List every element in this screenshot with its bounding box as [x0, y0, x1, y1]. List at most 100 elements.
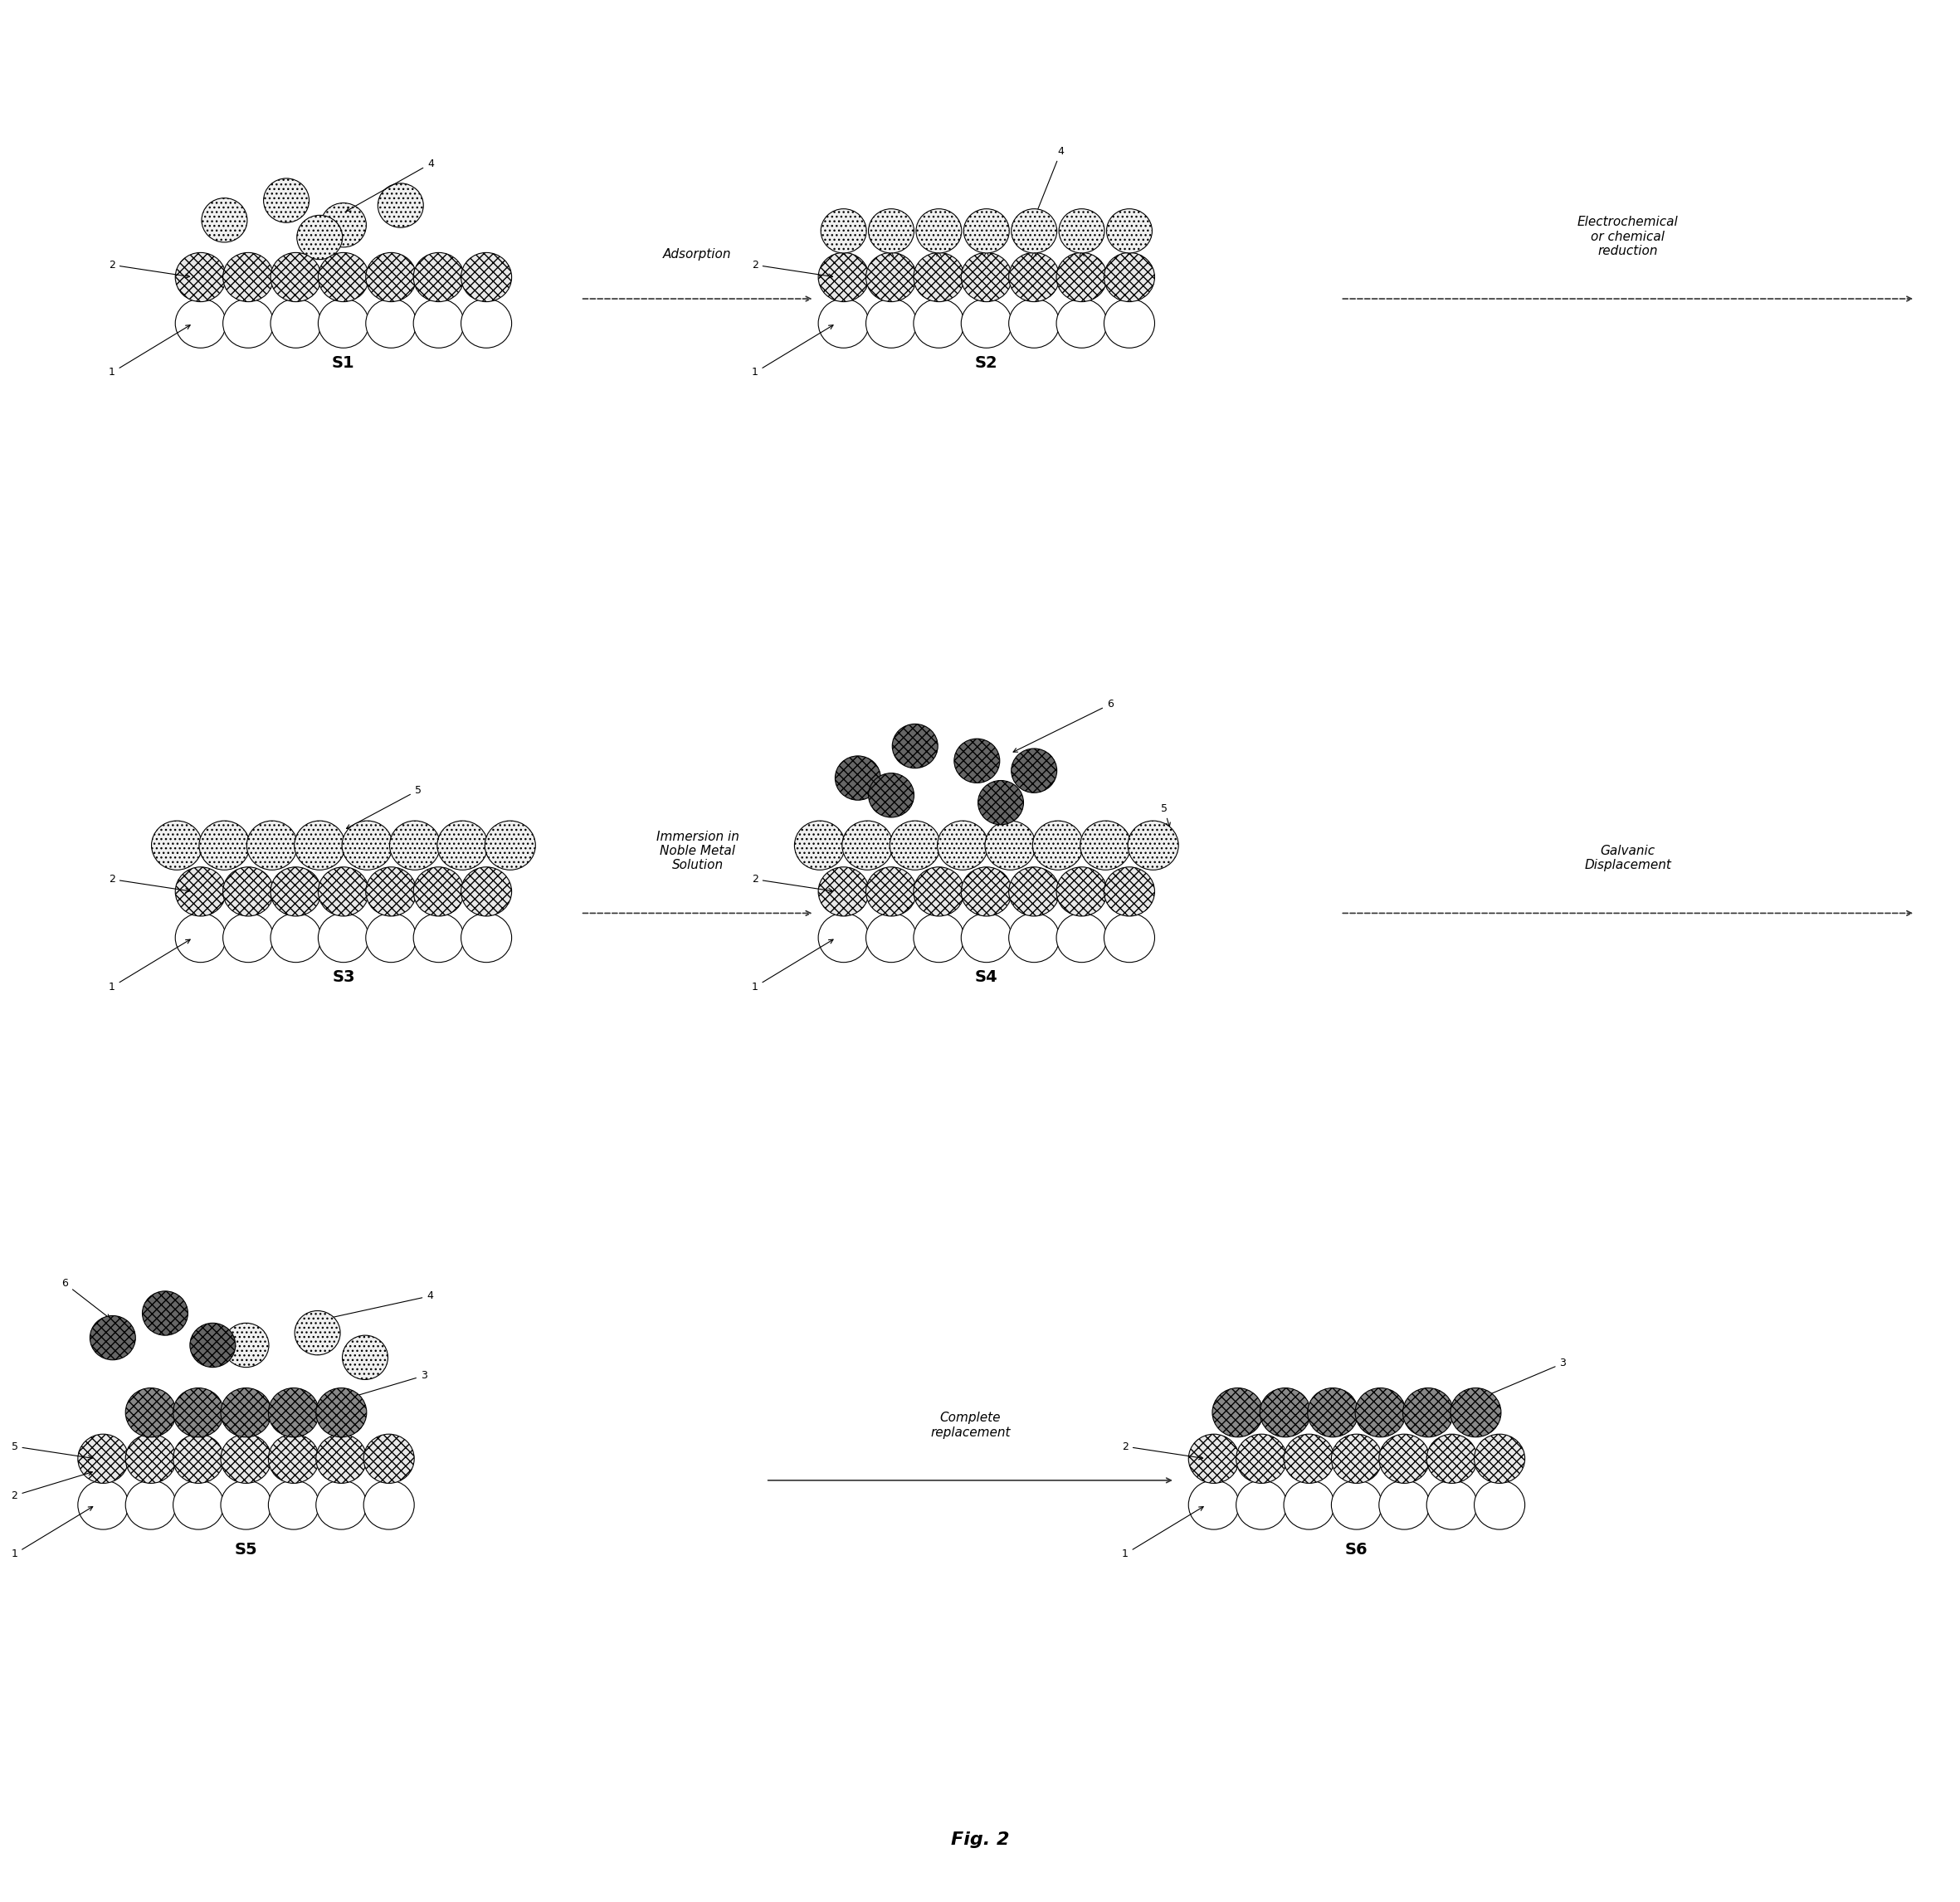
- Circle shape: [1403, 1388, 1454, 1438]
- Circle shape: [143, 1291, 188, 1335]
- Circle shape: [172, 1388, 223, 1438]
- Circle shape: [90, 1316, 135, 1360]
- Circle shape: [1033, 822, 1084, 869]
- Circle shape: [270, 867, 321, 917]
- Text: S4: S4: [974, 970, 998, 985]
- Circle shape: [1237, 1434, 1288, 1484]
- Circle shape: [955, 738, 1000, 784]
- Circle shape: [866, 913, 917, 962]
- Circle shape: [1188, 1434, 1239, 1484]
- Text: Galvanic
Displacement: Galvanic Displacement: [1584, 844, 1672, 871]
- Circle shape: [843, 822, 892, 869]
- Circle shape: [1056, 253, 1107, 302]
- Circle shape: [296, 215, 343, 259]
- Text: 2: 2: [753, 259, 833, 278]
- Circle shape: [378, 183, 423, 228]
- Circle shape: [223, 867, 274, 917]
- Circle shape: [978, 780, 1023, 825]
- Text: 4: 4: [1035, 146, 1064, 215]
- Circle shape: [1058, 209, 1105, 253]
- Circle shape: [202, 198, 247, 242]
- Circle shape: [414, 867, 465, 917]
- Circle shape: [414, 913, 465, 962]
- Text: Complete
replacement: Complete replacement: [931, 1411, 1009, 1438]
- Circle shape: [1354, 1388, 1405, 1438]
- Text: 1: 1: [108, 940, 190, 993]
- Circle shape: [269, 1388, 319, 1438]
- Circle shape: [461, 867, 512, 917]
- Text: S2: S2: [974, 356, 998, 371]
- Circle shape: [817, 253, 868, 302]
- Circle shape: [461, 299, 512, 348]
- Circle shape: [1011, 209, 1056, 253]
- Circle shape: [1331, 1480, 1382, 1529]
- Circle shape: [221, 1388, 270, 1438]
- Circle shape: [1056, 913, 1107, 962]
- Circle shape: [960, 253, 1011, 302]
- Circle shape: [316, 1388, 367, 1438]
- Circle shape: [365, 1480, 414, 1529]
- Text: S5: S5: [235, 1543, 257, 1558]
- Text: Fig. 2: Fig. 2: [951, 1832, 1009, 1849]
- Text: Adsorption: Adsorption: [662, 249, 731, 261]
- Circle shape: [223, 1324, 269, 1368]
- Circle shape: [1260, 1388, 1311, 1438]
- Text: 1: 1: [108, 325, 190, 378]
- Circle shape: [964, 209, 1009, 253]
- Circle shape: [223, 299, 274, 348]
- Circle shape: [1127, 822, 1178, 869]
- Text: 2: 2: [12, 1470, 92, 1501]
- Circle shape: [1427, 1434, 1478, 1484]
- Circle shape: [1056, 299, 1107, 348]
- Text: 5: 5: [347, 786, 421, 829]
- Text: 6: 6: [63, 1278, 110, 1318]
- Circle shape: [913, 867, 964, 917]
- Circle shape: [174, 867, 225, 917]
- Circle shape: [367, 867, 416, 917]
- Circle shape: [390, 822, 441, 869]
- Circle shape: [1380, 1434, 1429, 1484]
- Circle shape: [172, 1434, 223, 1484]
- Circle shape: [866, 867, 917, 917]
- Circle shape: [190, 1324, 235, 1368]
- Circle shape: [247, 822, 298, 869]
- Circle shape: [835, 755, 880, 801]
- Text: S1: S1: [331, 356, 355, 371]
- Text: 2: 2: [1121, 1442, 1203, 1459]
- Circle shape: [794, 822, 845, 869]
- Circle shape: [960, 299, 1011, 348]
- Circle shape: [868, 209, 913, 253]
- Circle shape: [937, 822, 988, 869]
- Circle shape: [270, 253, 321, 302]
- Circle shape: [866, 299, 917, 348]
- Circle shape: [1056, 867, 1107, 917]
- Circle shape: [986, 822, 1035, 869]
- Circle shape: [294, 822, 345, 869]
- Text: 3: 3: [1478, 1358, 1566, 1400]
- Circle shape: [960, 913, 1011, 962]
- Circle shape: [365, 1434, 414, 1484]
- Circle shape: [1103, 253, 1154, 302]
- Circle shape: [223, 253, 274, 302]
- Circle shape: [1009, 867, 1060, 917]
- Circle shape: [817, 913, 868, 962]
- Text: S6: S6: [1345, 1543, 1368, 1558]
- Circle shape: [1284, 1480, 1335, 1529]
- Circle shape: [1009, 253, 1060, 302]
- Circle shape: [1474, 1434, 1525, 1484]
- Circle shape: [367, 253, 416, 302]
- Circle shape: [892, 725, 937, 768]
- Circle shape: [321, 204, 367, 247]
- Circle shape: [915, 209, 962, 253]
- Circle shape: [270, 299, 321, 348]
- Circle shape: [1237, 1480, 1288, 1529]
- Circle shape: [367, 299, 416, 348]
- Circle shape: [221, 1480, 270, 1529]
- Circle shape: [960, 867, 1011, 917]
- Circle shape: [172, 1480, 223, 1529]
- Circle shape: [174, 299, 225, 348]
- Circle shape: [174, 913, 225, 962]
- Circle shape: [125, 1480, 176, 1529]
- Circle shape: [125, 1388, 176, 1438]
- Circle shape: [890, 822, 941, 869]
